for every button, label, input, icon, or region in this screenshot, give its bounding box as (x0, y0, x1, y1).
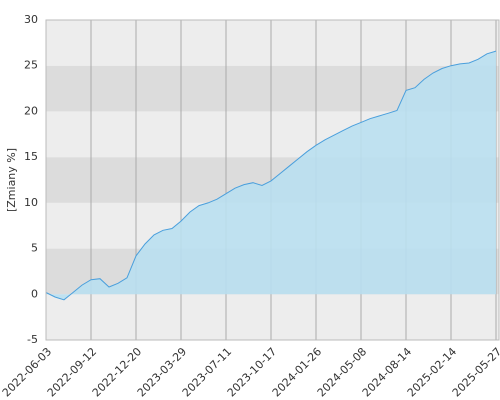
band (46, 20, 499, 66)
plot-border (45, 19, 500, 341)
y-axis-label: [Zmiany %] (5, 148, 18, 212)
y-tick-label: -5 (27, 333, 38, 346)
line (45, 50, 497, 301)
area (46, 51, 496, 300)
y-tick-label: 15 (24, 150, 38, 163)
band (46, 294, 499, 340)
y-tick-label: 0 (31, 287, 38, 300)
y-tick-label: 30 (24, 13, 38, 26)
y-tick-label: 25 (24, 59, 38, 72)
y-tick-label: 5 (31, 242, 38, 255)
y-tick-label: 20 (24, 104, 38, 117)
y-tick-label: 10 (24, 196, 38, 209)
